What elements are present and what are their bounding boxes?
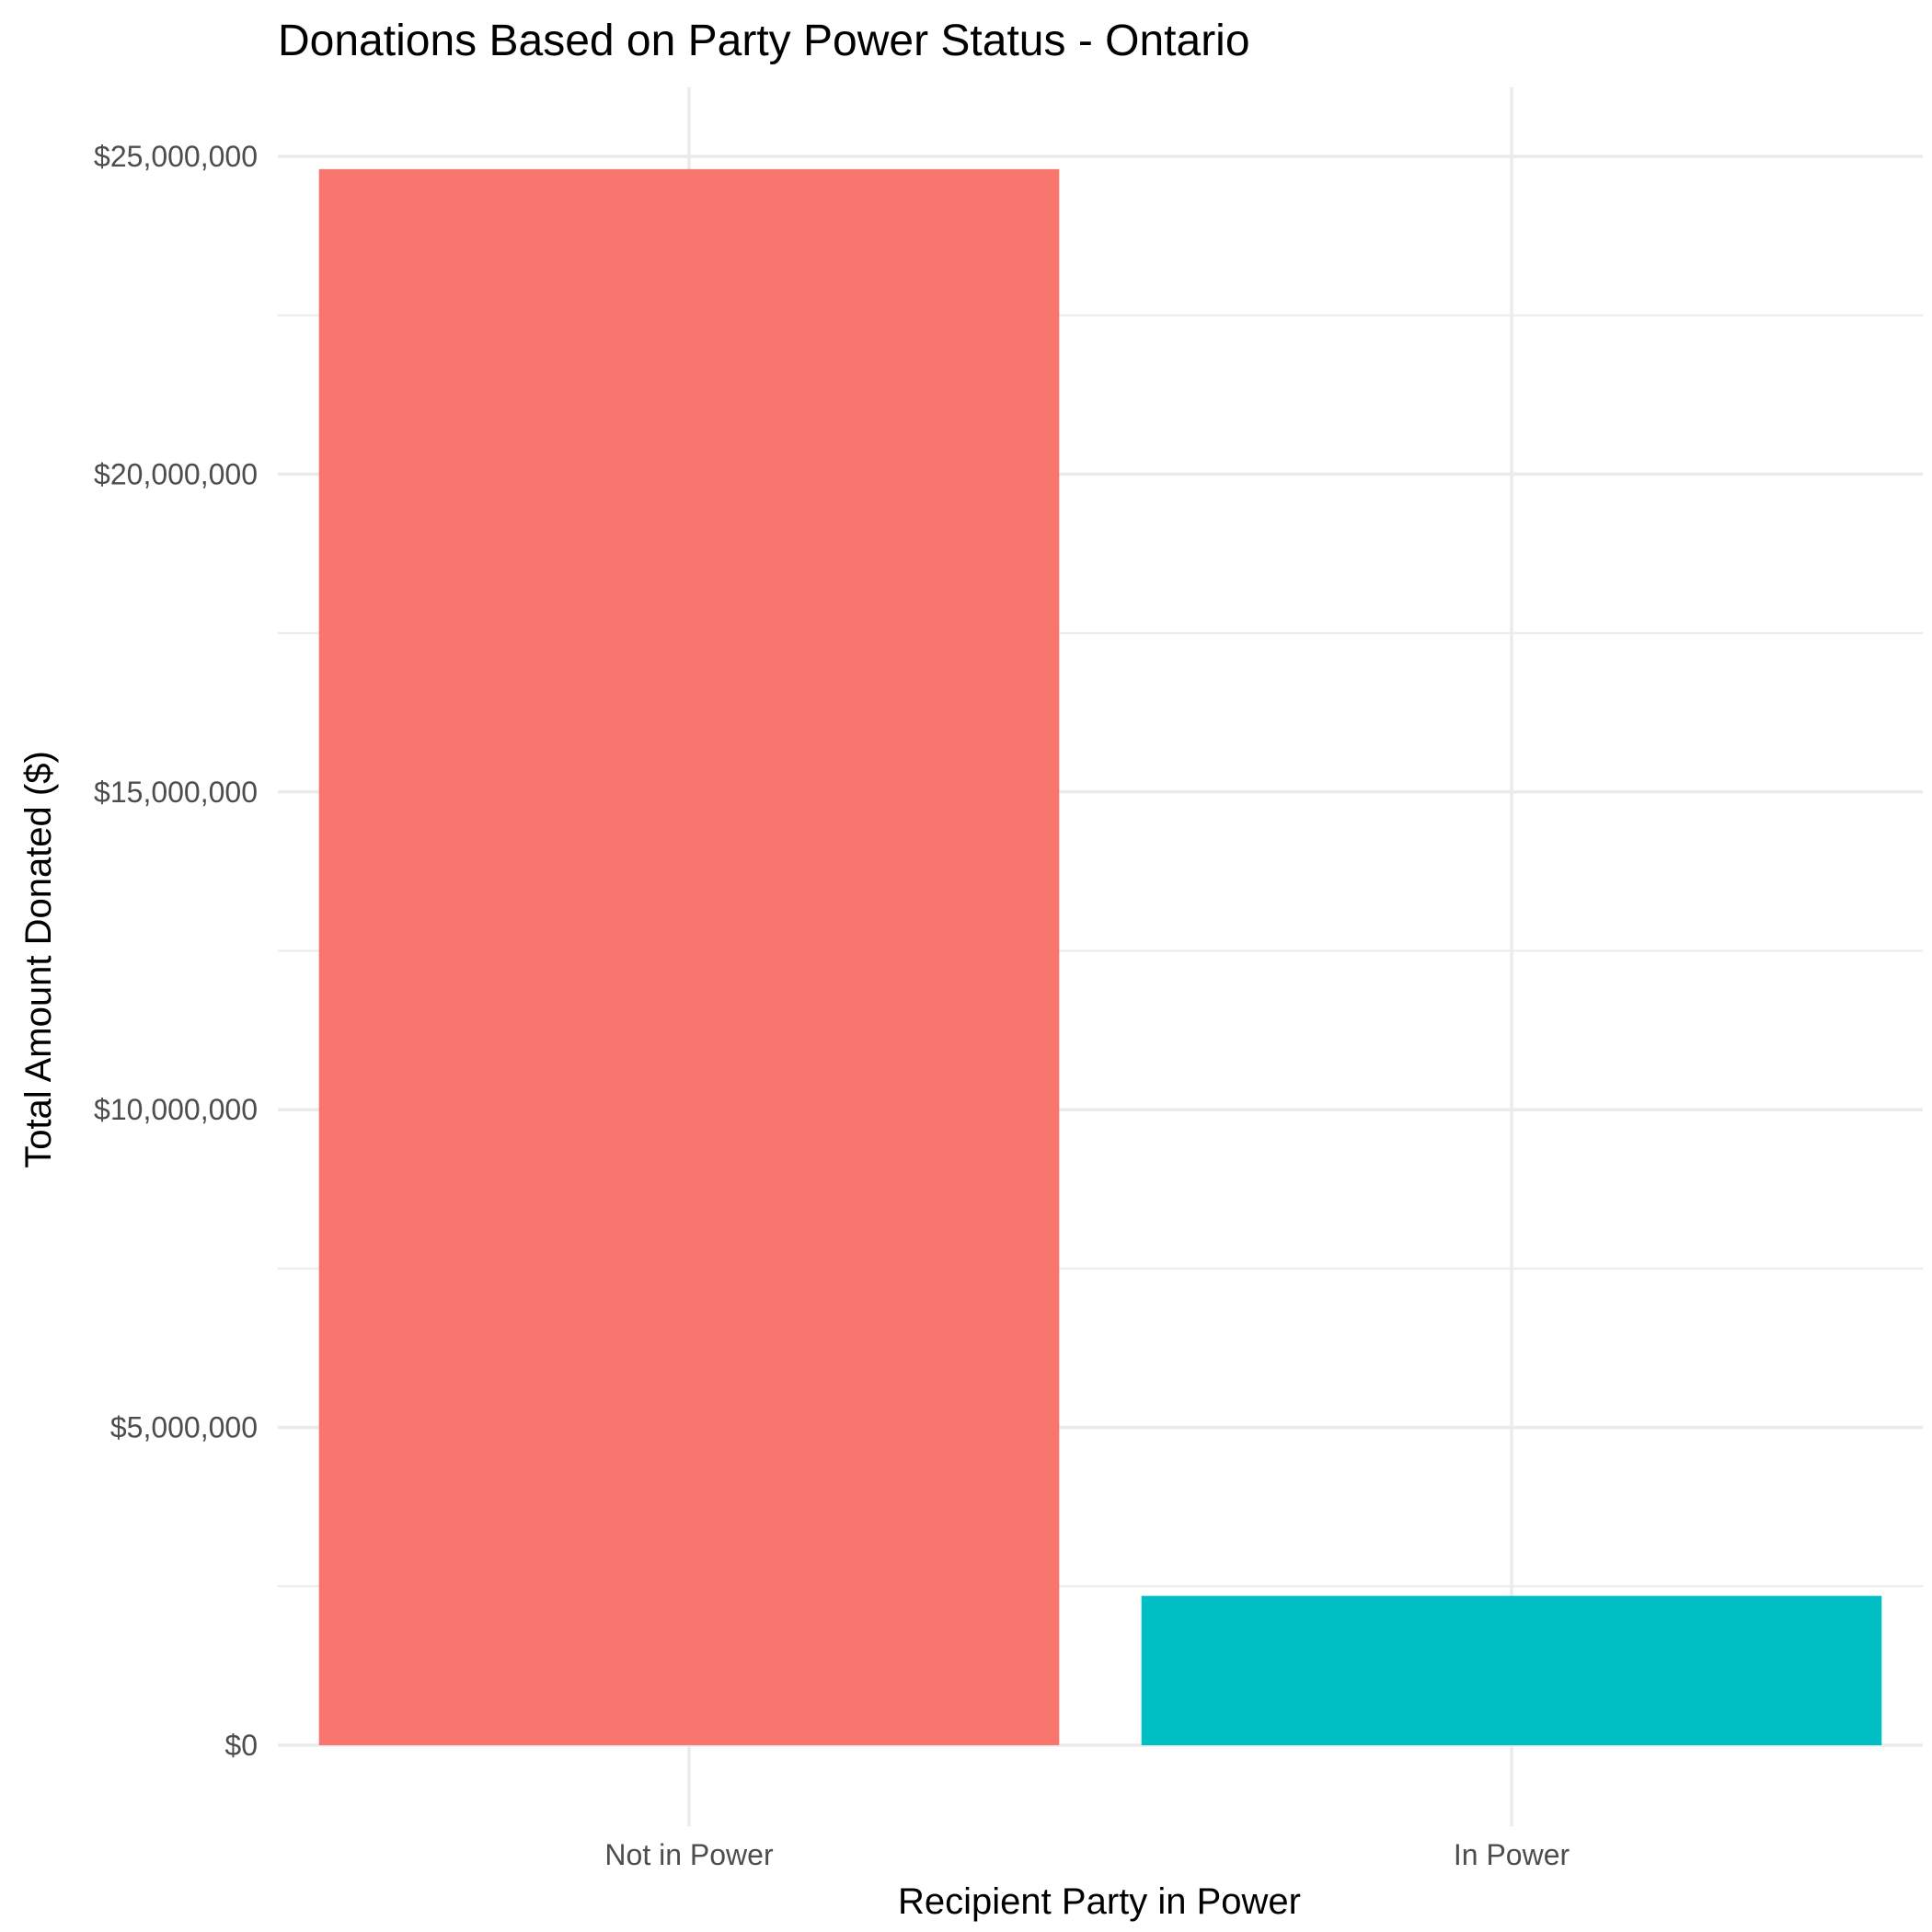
y-axis-title: Total Amount Donated ($) <box>18 751 59 1168</box>
y-tick-labels: $0 $5,000,000 $10,000,000 $15,000,000 $20,00… <box>94 140 258 1762</box>
bar-layer <box>318 168 1882 1745</box>
x-tick-labels: Not in Power In Power <box>604 1838 1570 1871</box>
bar-in-power <box>1141 1595 1882 1745</box>
chart-title: Donations Based on Party Power Status - … <box>278 17 1250 65</box>
bar-not-in-power <box>318 168 1060 1745</box>
x-axis-title: Recipient Party in Power <box>898 1881 1301 1922</box>
x-tick-label: In Power <box>1454 1838 1570 1871</box>
y-tick-label: $10,000,000 <box>94 1093 258 1126</box>
y-tick-label: $20,000,000 <box>94 457 258 490</box>
x-tick-label: Not in Power <box>604 1838 774 1871</box>
y-tick-label: $15,000,000 <box>94 776 258 809</box>
y-tick-label: $5,000,000 <box>110 1411 258 1444</box>
y-tick-label: $25,000,000 <box>94 140 258 173</box>
y-tick-label: $0 <box>224 1729 258 1762</box>
